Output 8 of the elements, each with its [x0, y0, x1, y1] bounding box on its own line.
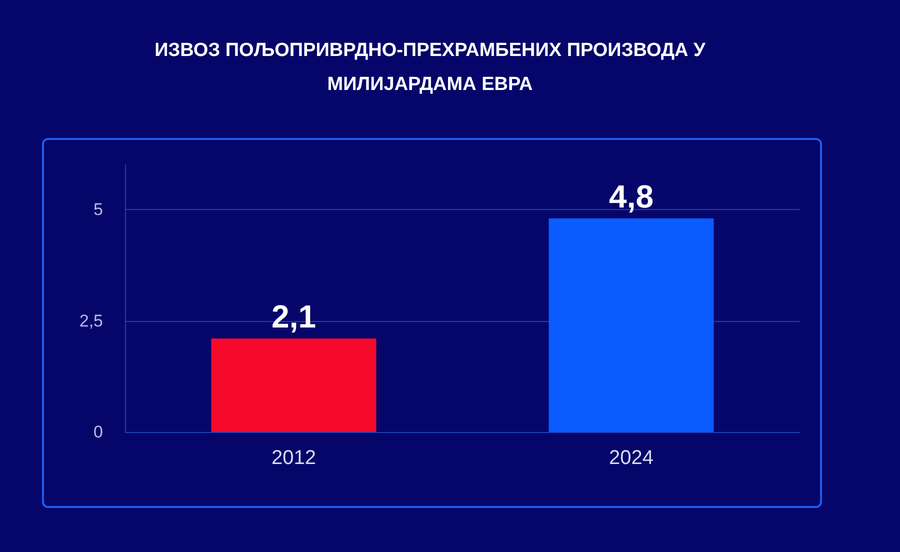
x-tick-label: 2024 [609, 447, 654, 469]
data-label: 2,1 [272, 298, 316, 335]
y-tick-label: 2,5 [79, 311, 103, 330]
chart-title: ИЗВОЗ ПОЉОПРИВРДНО-ПРЕХРАМБЕНИХ ПРОИЗВОДА У МИЛИЈАРДАМА ЕВРА [154, 39, 706, 97]
data-label: 4,8 [609, 178, 654, 214]
y-tick-label: 0 [94, 422, 103, 442]
x-tick-label: 2012 [272, 447, 316, 469]
y-tick-label: 5 [94, 200, 103, 219]
